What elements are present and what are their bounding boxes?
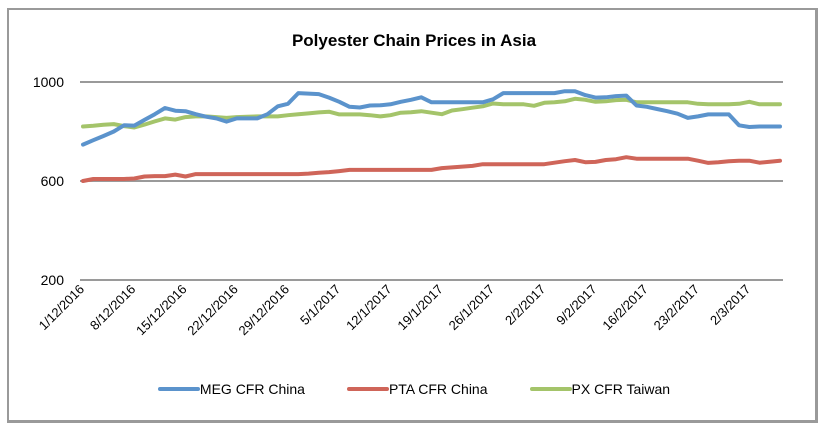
x-tick-label: 22/12/2016 <box>184 282 241 339</box>
x-tick-label: 5/1/2017 <box>297 282 343 328</box>
legend-item-px: PX CFR Taiwan <box>529 381 671 397</box>
legend-label-pta: PTA CFR China <box>388 381 488 397</box>
x-tick-label: 9/2/2017 <box>553 282 599 328</box>
legend-item-pta: PTA CFR China <box>346 381 488 397</box>
chart-frame <box>7 8 818 423</box>
x-tick-label: 1/12/2016 <box>36 282 88 334</box>
y-tick-label: 200 <box>41 272 65 288</box>
chart-title: Polyester Chain Prices in Asia <box>291 31 537 50</box>
x-tick-label: 2/3/2017 <box>707 282 753 328</box>
legend-swatch-px <box>529 387 572 391</box>
x-tick-label: 29/12/2016 <box>235 282 292 339</box>
x-tick-label: 2/2/2017 <box>502 282 548 328</box>
series-line-pta-cfr-china <box>81 155 782 183</box>
x-tick-label: 12/1/2017 <box>343 282 395 334</box>
x-tick-label: 15/12/2016 <box>133 282 190 339</box>
legend-swatch-pta <box>346 387 389 391</box>
y-axis-tick-labels: 200 600 1000 <box>33 74 64 288</box>
legend-label-meg: MEG CFR China <box>199 381 305 397</box>
x-tick-label: 26/1/2017 <box>446 282 498 334</box>
gridlines <box>80 81 783 281</box>
x-tick-label: 19/1/2017 <box>394 282 446 334</box>
legend-swatch-meg <box>157 387 200 391</box>
x-tick-label: 23/2/2017 <box>651 282 703 334</box>
series-lines <box>81 89 782 183</box>
legend: MEG CFR China PTA CFR China PX CFR Taiwa… <box>0 381 828 397</box>
x-axis-tick-labels: 1/12/2016 8/12/201615/12/201622/12/201629… <box>36 282 754 339</box>
x-tick-label: 8/12/2016 <box>87 282 139 334</box>
legend-item-meg: MEG CFR China <box>157 381 305 397</box>
x-tick-label: 16/2/2017 <box>599 282 651 334</box>
legend-label-px: PX CFR Taiwan <box>571 381 671 397</box>
y-tick-label: 1000 <box>33 74 64 90</box>
y-tick-label: 600 <box>41 173 65 189</box>
